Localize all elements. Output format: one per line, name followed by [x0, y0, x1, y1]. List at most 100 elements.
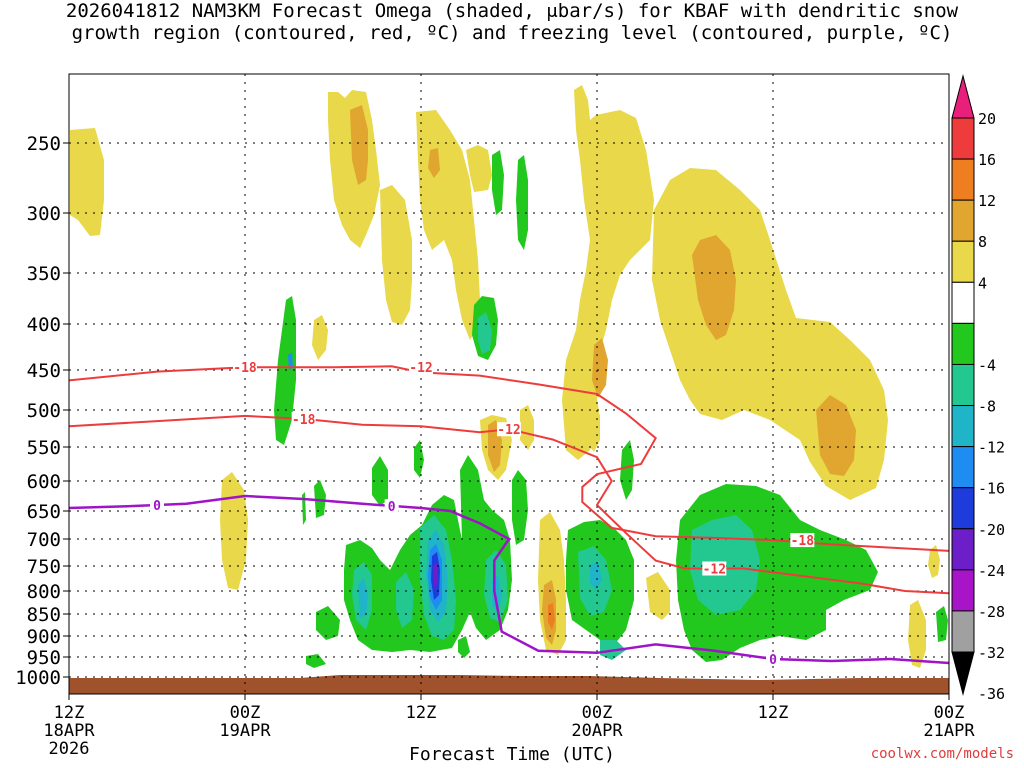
- y-tick-label: 750: [27, 556, 61, 578]
- colorbar-label: 16: [978, 151, 996, 169]
- dendritic-contour: [69, 365, 949, 552]
- colorbar-label: 8: [978, 233, 987, 251]
- freezing-contour-label: 0: [153, 499, 161, 514]
- chart-title-line1: 2026041812 NAM3KM Forecast Omega (shaded…: [65, 0, 959, 22]
- omega-cell: [646, 572, 670, 620]
- omega-cell: [562, 85, 654, 460]
- contour-labels: -18 -12 -18 -12 -18 -12 0 0 0: [150, 360, 815, 668]
- omega-cell: [516, 155, 528, 250]
- freezing-level-contour: [69, 494, 949, 665]
- terrain: [69, 675, 949, 694]
- colorbar-label: -8: [978, 398, 996, 416]
- omega-cell: [396, 572, 414, 628]
- y-tick-label: 400: [27, 314, 61, 336]
- colorbar-label: -4: [978, 356, 996, 374]
- colorbar: 20 16 12 8 4 -4 -8 -12 -16 -20 -24 -28 -32 -36: [951, 74, 1005, 703]
- colorbar-label: -12: [978, 439, 1005, 457]
- omega-shading: [69, 85, 949, 694]
- y-axis: 2503003504004505005506006507007508008509…: [15, 133, 69, 689]
- colorbar-label: -32: [978, 644, 1005, 662]
- colorbar-label: -24: [978, 562, 1005, 580]
- omega-cell: [358, 578, 368, 618]
- colorbar-label: -16: [978, 480, 1005, 498]
- x-tick-label: 12Z: [758, 703, 789, 723]
- colorbar-band: [951, 322, 975, 365]
- dendritic-contour-label: -12: [409, 361, 432, 376]
- colorbar-label: 20: [978, 110, 996, 128]
- omega-cell: [372, 456, 388, 506]
- omega-cell: [312, 315, 328, 360]
- colorbar-band: [951, 569, 975, 612]
- x-tick-label: 00Z: [582, 703, 613, 723]
- contour-label-bg: [790, 533, 815, 548]
- y-tick-label: 950: [27, 647, 61, 669]
- omega-cell: [492, 150, 504, 215]
- y-tick-label: 300: [27, 203, 61, 225]
- colorbar-band: [951, 528, 975, 571]
- colorbar-label: 4: [978, 274, 987, 292]
- colorbar-band: [951, 446, 975, 489]
- omega-cell: [316, 606, 340, 640]
- omega-cell: [936, 606, 948, 642]
- x-tick-label: 12Z: [54, 703, 85, 723]
- omega-cell: [433, 563, 438, 590]
- freezing-contour-label: 0: [388, 500, 396, 515]
- omega-cell: [306, 654, 326, 668]
- contour-label-bg: [150, 498, 164, 512]
- x-tick-label: 18APR: [43, 721, 95, 741]
- freezing-contour-label: 0: [769, 653, 777, 668]
- colorbar-label: -36: [978, 685, 1005, 703]
- omega-cell: [70, 128, 104, 236]
- x-tick-label: 21APR: [923, 721, 975, 741]
- colorbar-band: [951, 363, 975, 407]
- y-tick-label: 1000: [15, 667, 61, 689]
- omega-cell: [928, 545, 940, 578]
- colorbar-band: [951, 158, 975, 201]
- colorbar-top-arrow: [951, 74, 975, 119]
- y-tick-label: 650: [27, 501, 61, 523]
- colorbar-band: [951, 281, 975, 324]
- omega-cell: [590, 562, 602, 590]
- omega-cell: [458, 636, 470, 658]
- omega-cell: [584, 405, 600, 452]
- dendritic-contour-label: -18: [791, 534, 815, 549]
- y-tick-label: 250: [27, 133, 61, 155]
- chart-title: 2026041812 NAM3KM Forecast Omega (shaded…: [0, 0, 1024, 44]
- y-tick-label: 500: [27, 400, 61, 422]
- x-tick-label: 00Z: [230, 703, 261, 723]
- y-tick-label: 600: [27, 471, 61, 493]
- omega-cell: [314, 480, 326, 518]
- x-tick-label: 20APR: [571, 721, 623, 741]
- omega-cell: [416, 110, 480, 340]
- omega-cell: [520, 405, 534, 450]
- x-tick-label: 19APR: [219, 721, 271, 741]
- y-tick-label: 800: [27, 581, 61, 603]
- omega-cell: [466, 145, 492, 192]
- contour-label-bg: [409, 360, 433, 375]
- y-tick-label: 350: [27, 263, 61, 285]
- y-tick-label: 700: [27, 529, 61, 551]
- omega-cell: [220, 472, 248, 590]
- omega-cell: [620, 440, 634, 500]
- omega-cell: [414, 440, 424, 478]
- omega-cell: [548, 603, 555, 630]
- colorbar-band: [951, 240, 975, 283]
- x-tick-label: 12Z: [406, 703, 437, 723]
- chart-title-line2: growth region (contoured, red, ºC) and f…: [71, 22, 953, 44]
- colorbar-label: 12: [978, 192, 996, 210]
- colorbar-bottom-arrow: [951, 651, 975, 696]
- x-axis-label: Forecast Time (UTC): [409, 744, 615, 765]
- omega-cell: [512, 470, 528, 545]
- colorbar-band: [951, 405, 975, 448]
- contour-label-bg: [497, 422, 521, 437]
- colorbar-label: -20: [978, 521, 1005, 539]
- plot-frame: [68, 73, 950, 695]
- colorbar-band: [951, 610, 975, 653]
- dendritic-contour-label: -12: [703, 563, 726, 578]
- x-tick-label: 00Z: [934, 703, 965, 723]
- dendritic-contour-label: -18: [292, 413, 316, 428]
- omega-cell: [692, 235, 736, 340]
- omega-cell: [478, 312, 492, 354]
- contour-label-bg: [384, 499, 399, 514]
